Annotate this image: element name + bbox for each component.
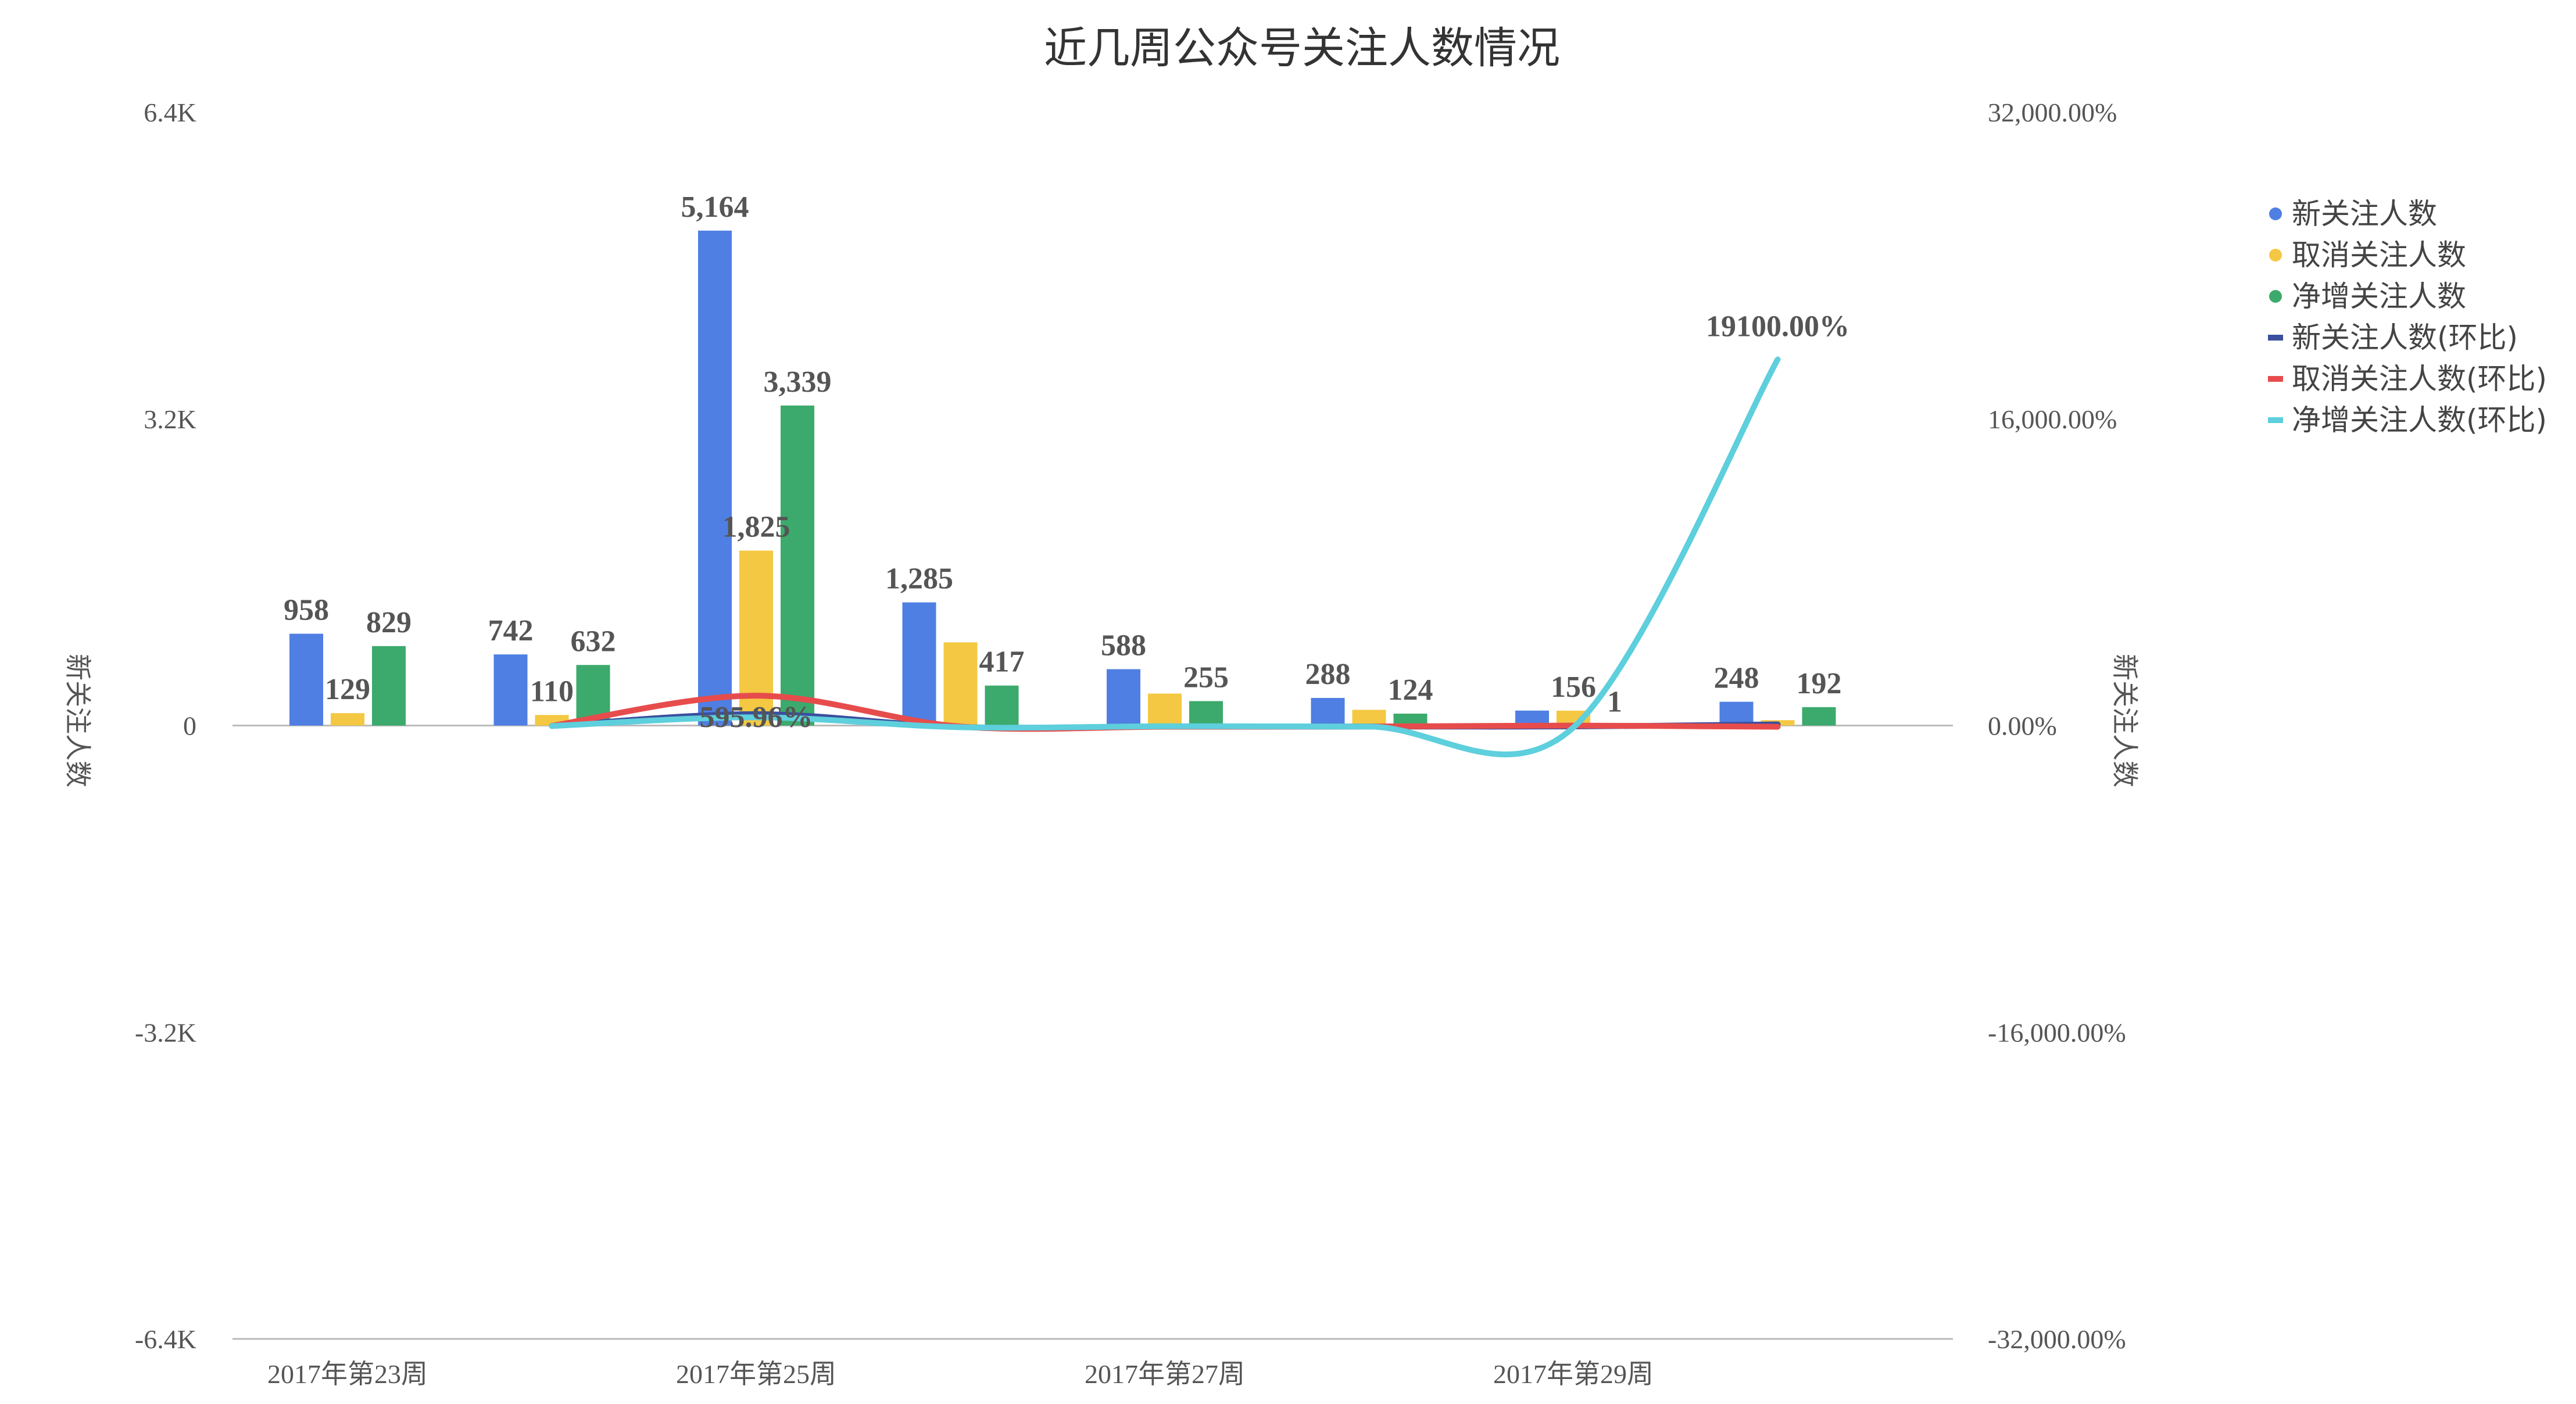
left-y-tick-label: -6.4K — [135, 1324, 196, 1354]
x-tick-label: 2017年第23周 — [267, 1359, 428, 1389]
bar-data-label: 288 — [1305, 658, 1351, 691]
legend-label: 新关注人数 — [2292, 197, 2437, 231]
legend-swatch — [2269, 290, 2282, 303]
right-y-tick-label: -32,000.00% — [1988, 1324, 2126, 1354]
line-data-label: 595.96% — [700, 701, 813, 734]
bar-data-label: 1,825 — [722, 511, 790, 544]
bar-data-label: 417 — [979, 646, 1025, 679]
lines-group — [549, 356, 1781, 758]
bar-data-label: 110 — [530, 675, 574, 708]
chart-title: 近几周公众号关注人数情况 — [1044, 23, 1560, 73]
bar — [781, 405, 814, 726]
bar-data-label: 632 — [571, 625, 616, 658]
legend-label: 取消关注人数(环比) — [2292, 362, 2547, 396]
legend-label: 净增关注人数 — [2292, 280, 2466, 313]
legend-label: 取消关注人数 — [2292, 238, 2466, 272]
bar — [1352, 710, 1386, 726]
bar — [902, 602, 936, 726]
axes: 6.4K 3.2K 0 -3.2K -6.4K 32,000.00% 16,000.00% 0… — [135, 98, 2126, 1389]
x-tick-label: 2017年第27周 — [1085, 1359, 1245, 1389]
left-axis-title: 新关注人数 — [62, 654, 94, 787]
bar — [1107, 669, 1140, 726]
x-tick-label: 2017年第29周 — [1493, 1359, 1654, 1389]
bar — [1719, 701, 1754, 726]
left-y-tick-label: -3.2K — [135, 1018, 196, 1047]
right-y-tick-label: 0.00% — [1988, 711, 2057, 741]
x-tick-label: 2017年第25周 — [676, 1359, 836, 1389]
legend-swatch — [2269, 249, 2282, 262]
left-y-tick-label: 6.4K — [144, 98, 196, 127]
bar — [1311, 698, 1345, 726]
bar-data-label: 255 — [1183, 661, 1229, 694]
bar-data-label: 129 — [325, 673, 370, 706]
bar-data-label: 1 — [1607, 685, 1622, 718]
bar — [943, 642, 978, 726]
bar-data-label: 958 — [284, 594, 329, 627]
bar — [331, 713, 364, 726]
bar — [1393, 714, 1427, 726]
right-axis-title: 新关注人数 — [2109, 654, 2141, 787]
bar-data-label: 742 — [488, 614, 534, 647]
left-y-tick-label: 0 — [183, 711, 196, 741]
bar-data-label: 5,164 — [681, 191, 749, 224]
right-y-tick-label: -16,000.00% — [1988, 1018, 2126, 1047]
bar — [1148, 693, 1182, 726]
legend-swatch — [2269, 207, 2282, 220]
bar-data-label: 1,285 — [885, 563, 953, 596]
line-data-label: 19100.00% — [1706, 310, 1849, 343]
bar-data-label: 124 — [1388, 674, 1433, 707]
bar-data-label: 829 — [366, 606, 412, 639]
bar — [1189, 701, 1223, 726]
bar — [493, 654, 528, 726]
bars-group — [289, 230, 1836, 726]
bar — [739, 550, 773, 726]
legend-label: 净增关注人数(环比) — [2292, 403, 2547, 437]
bar — [289, 633, 323, 726]
bar — [372, 646, 406, 726]
bar-data-label: 3,339 — [764, 366, 832, 399]
bar-data-label: 248 — [1714, 662, 1759, 695]
right-y-tick-label: 32,000.00% — [1988, 98, 2117, 127]
bar-data-label: 156 — [1551, 671, 1596, 704]
data-labels-group: 958 742 5,164 1,285 588 288 248 129 110 1,825 156 8… — [284, 191, 1849, 734]
bar — [1802, 707, 1836, 726]
line-series — [549, 356, 1781, 758]
bar — [985, 685, 1019, 726]
bar — [698, 230, 732, 726]
right-y-tick-label: 16,000.00% — [1988, 404, 2117, 434]
bar-data-label: 588 — [1101, 629, 1146, 662]
legend-label: 新关注人数(环比) — [2292, 321, 2518, 354]
left-y-tick-label: 3.2K — [144, 404, 196, 434]
bar-data-label: 192 — [1797, 667, 1842, 700]
